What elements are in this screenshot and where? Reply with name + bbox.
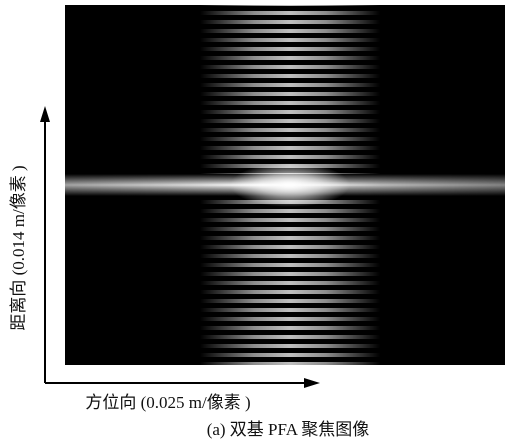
figure: 距离向 (0.014 m/像素 ) 方位向 (0.025 m/像素 ) (a) …	[0, 0, 512, 443]
y-axis-label: 距离向 (0.014 m/像素 )	[9, 165, 28, 330]
caption: (a) 双基 PFA 聚焦图像	[207, 420, 370, 439]
x-axis-label: 方位向 (0.025 m/像素 )	[85, 393, 250, 412]
sar-image	[65, 5, 505, 365]
